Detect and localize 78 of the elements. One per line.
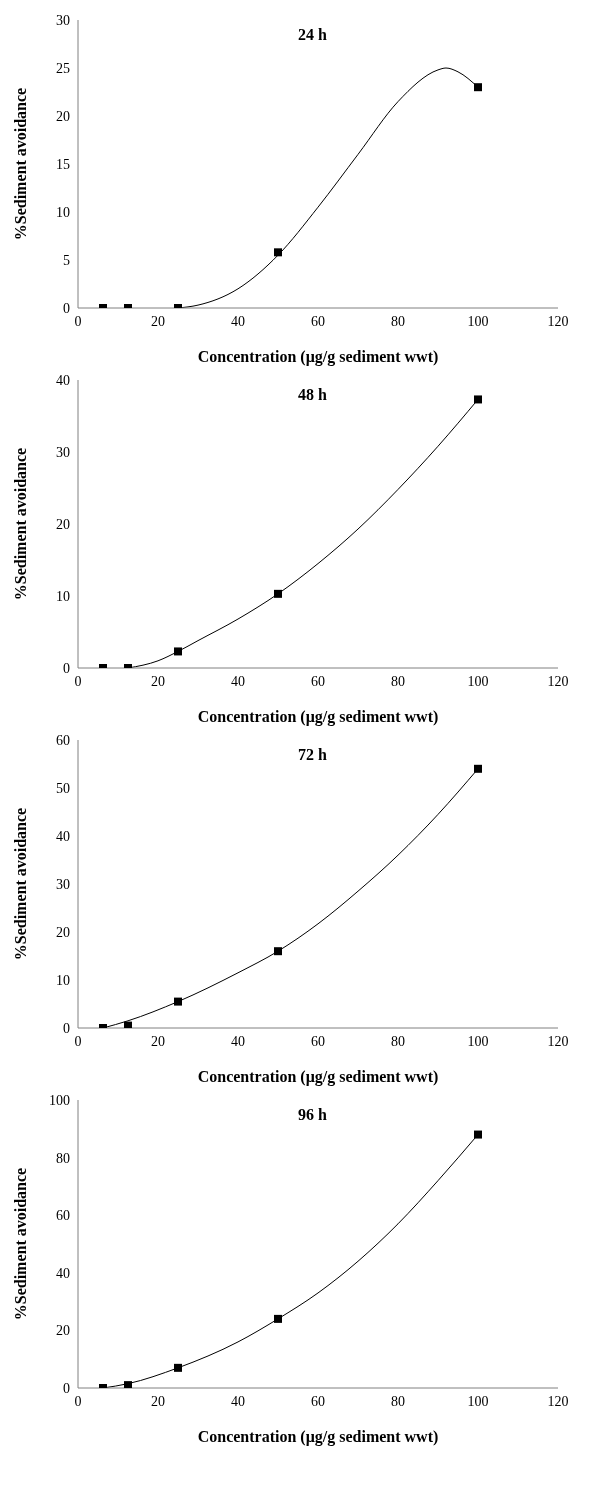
x-tick-label: 100 bbox=[467, 1393, 489, 1409]
x-tick-label: 60 bbox=[311, 673, 325, 689]
x-tick-label: 120 bbox=[547, 1033, 569, 1049]
y-tick-label: 10 bbox=[56, 588, 70, 604]
y-tick-label: 20 bbox=[56, 108, 70, 124]
annotation: 24 h bbox=[298, 26, 327, 44]
x-tick-label: 60 bbox=[311, 1393, 325, 1409]
y-tick-label: 40 bbox=[56, 1265, 70, 1281]
y-tick-label: 50 bbox=[56, 780, 70, 796]
x-tick-label: 40 bbox=[231, 313, 245, 329]
x-tick-label: 20 bbox=[151, 313, 165, 329]
x-tick-label: 80 bbox=[391, 1393, 405, 1409]
x-tick-label: 80 bbox=[391, 673, 405, 689]
x-tick-label: 0 bbox=[74, 1393, 82, 1409]
x-tick-label: 120 bbox=[547, 673, 569, 689]
x-tick-label: 80 bbox=[391, 1033, 405, 1049]
point bbox=[474, 83, 482, 92]
y-tick-label: 10 bbox=[56, 204, 70, 220]
annotation: 72 h bbox=[298, 746, 327, 764]
point bbox=[274, 248, 282, 257]
y-tick-label: 0 bbox=[63, 660, 70, 676]
x-axis-title: Concentration (μg/g sediment wwt) bbox=[197, 1068, 439, 1086]
point bbox=[124, 1021, 132, 1028]
y-tick-label: 5 bbox=[63, 252, 70, 268]
x-tick-label: 0 bbox=[74, 1033, 82, 1049]
y-axis-title: %Sediment avoidance bbox=[11, 87, 29, 241]
point bbox=[124, 1381, 132, 1388]
y-tick-label: 30 bbox=[56, 444, 70, 460]
x-tick-label: 0 bbox=[74, 313, 82, 329]
y-tick-label: 30 bbox=[56, 12, 70, 28]
x-tick-label: 100 bbox=[467, 313, 489, 329]
point bbox=[474, 395, 482, 404]
x-tick-label: 80 bbox=[391, 313, 405, 329]
y-tick-label: 100 bbox=[49, 1092, 70, 1108]
x-tick-label: 40 bbox=[231, 673, 245, 689]
point bbox=[474, 764, 482, 773]
point bbox=[174, 647, 182, 656]
y-axis-title: %Sediment avoidance bbox=[11, 447, 29, 601]
x-tick-label: 60 bbox=[311, 313, 325, 329]
x-tick-label: 20 bbox=[151, 1393, 165, 1409]
y-tick-label: 20 bbox=[56, 516, 70, 532]
x-tick-label: 40 bbox=[231, 1033, 245, 1049]
point bbox=[274, 947, 282, 956]
y-tick-label: 25 bbox=[56, 60, 70, 76]
y-tick-label: 0 bbox=[63, 1380, 70, 1396]
x-axis-title: Concentration (μg/g sediment wwt) bbox=[197, 1428, 439, 1446]
x-axis-title: Concentration (μg/g sediment wwt) bbox=[197, 708, 439, 726]
y-tick-label: 20 bbox=[56, 924, 70, 940]
x-tick-label: 100 bbox=[467, 1033, 489, 1049]
y-tick-label: 80 bbox=[56, 1150, 70, 1166]
y-tick-label: 60 bbox=[56, 1208, 70, 1224]
point bbox=[174, 1363, 182, 1372]
x-tick-label: 20 bbox=[151, 1033, 165, 1049]
y-tick-label: 0 bbox=[63, 1020, 70, 1036]
x-tick-label: 40 bbox=[231, 1393, 245, 1409]
y-tick-label: 40 bbox=[56, 828, 70, 844]
x-tick-label: 100 bbox=[467, 673, 489, 689]
point bbox=[174, 997, 182, 1006]
point bbox=[274, 1314, 282, 1323]
y-tick-label: 30 bbox=[56, 876, 70, 892]
point bbox=[274, 589, 282, 598]
y-tick-label: 15 bbox=[56, 156, 70, 172]
point bbox=[474, 1130, 482, 1139]
x-tick-label: 0 bbox=[74, 673, 82, 689]
x-tick-label: 60 bbox=[311, 1033, 325, 1049]
x-tick-label: 120 bbox=[547, 313, 569, 329]
x-tick-label: 20 bbox=[151, 673, 165, 689]
annotation: 96 h bbox=[298, 1106, 327, 1124]
y-tick-label: 40 bbox=[56, 372, 70, 388]
y-tick-label: 0 bbox=[63, 300, 70, 316]
x-tick-label: 120 bbox=[547, 1393, 569, 1409]
y-axis-title: %Sediment avoidance bbox=[11, 807, 29, 961]
y-axis-title: %Sediment avoidance bbox=[11, 1167, 29, 1321]
annotation: 48 h bbox=[298, 386, 327, 404]
y-tick-label: 20 bbox=[56, 1323, 70, 1339]
y-tick-label: 10 bbox=[56, 972, 70, 988]
y-tick-label: 60 bbox=[56, 732, 70, 748]
x-axis-title: Concentration (μg/g sediment wwt) bbox=[197, 348, 439, 366]
